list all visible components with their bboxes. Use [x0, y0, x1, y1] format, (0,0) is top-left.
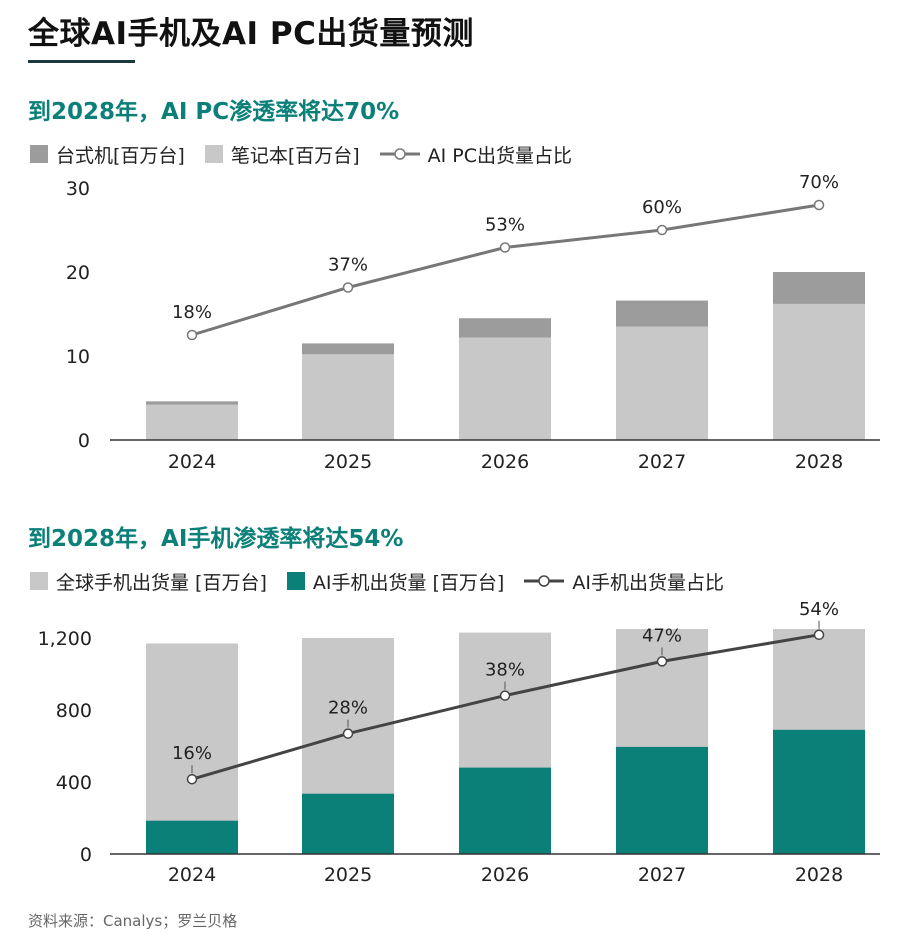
legend-laptop-label: 笔记本[百万台]: [230, 144, 360, 167]
bar-desktop: [146, 401, 238, 405]
x-tick-label: 2027: [638, 451, 686, 473]
chart2-legend: 全球手机出货量 [百万台] AI手机出货量 [百万台] AI手机出货量占比: [30, 568, 744, 594]
share-point: [813, 199, 825, 211]
x-tick-label: 2025: [324, 864, 372, 886]
share-point: [499, 242, 511, 253]
legend-global-phone-label: 全球手机出货量 [百万台]: [56, 571, 267, 594]
share-point: [342, 282, 354, 293]
x-tick-label: 2025: [324, 451, 372, 473]
share-label: 47%: [642, 625, 682, 646]
legend-desktop-label: 台式机[百万台]: [56, 144, 185, 167]
share-label: 54%: [799, 599, 839, 620]
legend-laptop-swatch: [204, 145, 223, 163]
legend-ai-phone-label: AI手机出货量 [百万台]: [312, 571, 505, 594]
x-tick-label: 2026: [481, 864, 529, 886]
legend-laptop: 笔记本[百万台]: [204, 141, 360, 168]
share-point: [656, 656, 668, 667]
bar-laptop: [459, 337, 551, 440]
bar-laptop: [146, 404, 238, 440]
chart1-legend: 台式机[百万台] 笔记本[百万台] AI PC出货量占比: [30, 141, 592, 167]
source-note: 资料来源：Canalys；罗兰贝格: [28, 912, 238, 930]
share-point: [813, 629, 825, 641]
y-tick-label: 800: [56, 700, 92, 722]
x-tick-label: 2024: [168, 451, 216, 473]
share-label: 18%: [172, 302, 212, 323]
legend-ai-phone-share-line: [524, 575, 565, 587]
legend-desktop-swatch: [30, 145, 48, 163]
x-tick-label: 2028: [795, 864, 843, 886]
y-tick-label: 10: [66, 346, 90, 368]
share-point: [499, 690, 511, 701]
legend-ai-phone: AI手机出货量 [百万台]: [286, 568, 505, 595]
bar-ai-phone: [773, 729, 865, 854]
y-tick-label: 20: [66, 262, 90, 284]
legend-ai-phone-share-label: AI手机出货量占比: [572, 571, 724, 594]
bar-ai-phone: [146, 820, 238, 854]
y-tick-label: 30: [66, 178, 90, 200]
bar-global-phone: [146, 643, 238, 854]
legend-ai-phone-swatch: [286, 572, 305, 590]
legend-aipc-share-label: AI PC出货量占比: [427, 144, 573, 167]
share-label: 53%: [485, 215, 525, 236]
ai-phone-chart: 0 400 800 1,200 2024 2025 2026 2027 2028 16% 28% 38…: [38, 599, 880, 886]
x-tick-label: 2024: [168, 864, 216, 886]
share-label: 37%: [328, 255, 368, 276]
bar-ai-phone: [302, 793, 394, 854]
bar-desktop: [773, 272, 865, 304]
bar-laptop: [773, 303, 865, 440]
chart1-title: 到2028年，AI PC渗透率将达70%: [28, 99, 400, 125]
legend-aipc-share: AI PC出货量占比: [379, 141, 573, 168]
share-label: 70%: [799, 172, 839, 193]
bar-ai-phone: [616, 746, 708, 854]
x-tick-label: 2026: [481, 451, 529, 473]
share-label: 16%: [172, 743, 212, 764]
x-tick-label: 2028: [795, 451, 843, 473]
bar-desktop: [459, 318, 551, 338]
share-label: 28%: [328, 698, 368, 719]
y-tick-label: 0: [78, 430, 90, 452]
bar-desktop: [302, 343, 394, 355]
y-tick-label: 1,200: [38, 628, 92, 650]
bar-ai-phone: [459, 767, 551, 854]
share-point: [186, 773, 198, 785]
bar-laptop: [302, 354, 394, 440]
legend-aipc-share-line: [379, 148, 420, 160]
title-underline: [28, 60, 135, 63]
bar-laptop: [616, 326, 708, 440]
x-tick-label: 2027: [638, 864, 686, 886]
legend-ai-phone-share: AI手机出货量占比: [524, 568, 724, 595]
share-label: 38%: [485, 660, 525, 681]
share-point: [342, 728, 354, 739]
legend-desktop: 台式机[百万台]: [30, 141, 185, 168]
chart2-title: 到2028年，AI手机渗透率将达54%: [28, 526, 404, 552]
share-point: [186, 329, 198, 341]
share-point: [656, 224, 668, 236]
ai-pc-chart: 0 10 20 30 2024 2025 2026 2027 2028 18% 37% 53% 60% 7…: [66, 172, 880, 473]
y-tick-label: 0: [80, 844, 92, 866]
legend-global-phone-swatch: [30, 572, 48, 590]
share-label: 60%: [642, 197, 682, 218]
y-tick-label: 400: [56, 772, 92, 794]
bar-desktop: [616, 300, 708, 327]
page-title: 全球AI手机及AI PC出货量预测: [28, 16, 474, 52]
legend-global-phone: 全球手机出货量 [百万台]: [30, 568, 267, 595]
